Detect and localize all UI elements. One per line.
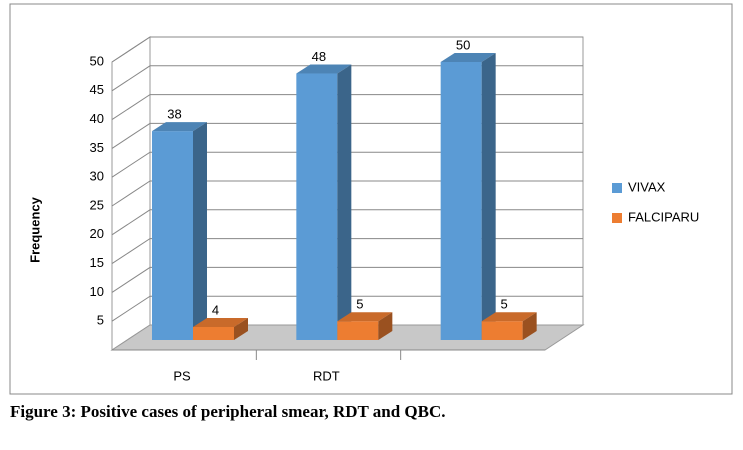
- value-label: 38: [167, 107, 181, 122]
- value-label: 5: [356, 297, 363, 312]
- legend-swatch: [612, 213, 622, 223]
- bar-top: [481, 312, 537, 322]
- bar: [152, 131, 193, 340]
- caption: Figure 3: Positive cases of peripheral s…: [10, 402, 446, 421]
- y-tick-label: 45: [90, 82, 104, 97]
- x-tick-label: RDT: [313, 368, 340, 383]
- grid-line: [111, 266, 583, 293]
- bar-side: [193, 122, 207, 341]
- grid-line: [111, 238, 583, 265]
- y-tick-label: 5: [97, 313, 104, 328]
- bar-top: [440, 53, 496, 62]
- grid-line: [111, 209, 583, 236]
- bar-top: [296, 64, 352, 74]
- y-tick-label: 10: [90, 284, 104, 299]
- bar: [193, 326, 234, 340]
- bar-top: [193, 317, 248, 327]
- bar-top: [337, 312, 393, 322]
- bar-side: [522, 312, 537, 340]
- y-tick-label: 15: [90, 255, 104, 270]
- grid-line: [111, 180, 583, 207]
- value-label: 50: [456, 37, 470, 52]
- bar-side: [337, 64, 352, 341]
- bar: [440, 62, 482, 340]
- bar-top: [152, 122, 207, 132]
- bar-side: [481, 53, 496, 340]
- bar-side: [378, 312, 393, 340]
- grid-line: [111, 36, 583, 63]
- y-tick-label: 50: [90, 53, 104, 68]
- y-tick-label: 20: [90, 226, 104, 241]
- grid-line: [111, 65, 583, 92]
- value-label: 48: [312, 49, 326, 64]
- bar-side: [234, 317, 248, 340]
- legend-swatch: [612, 183, 622, 193]
- y-tick-label: 30: [90, 169, 104, 184]
- grid-line: [111, 295, 583, 322]
- legend-label: VIVAX: [628, 179, 666, 194]
- bar: [337, 321, 379, 340]
- grid-line: [111, 94, 583, 121]
- value-label: 5: [501, 297, 508, 312]
- bar: [296, 73, 338, 341]
- y-axis-label: Frequency: [27, 196, 42, 263]
- legend-label: FALCIPARU: [628, 209, 699, 224]
- grid-line: [111, 151, 583, 178]
- y-tick-label: 25: [90, 197, 104, 212]
- value-label: 4: [212, 302, 219, 317]
- grid-line: [111, 122, 583, 149]
- bar: [481, 321, 523, 340]
- y-tick-label: 40: [90, 111, 104, 126]
- x-tick-label: PS: [173, 368, 191, 383]
- y-tick-label: 35: [90, 140, 104, 155]
